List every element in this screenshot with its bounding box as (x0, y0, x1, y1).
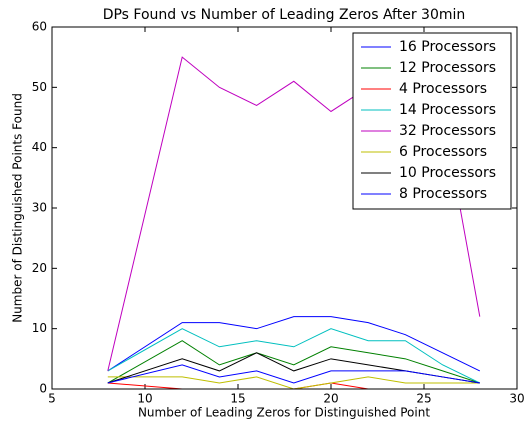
legend-box (352, 32, 512, 210)
y-tick-label: 10 (32, 321, 47, 335)
y-axis-label: Number of Distinguished Points Found (11, 93, 25, 323)
series-line (107, 328, 481, 384)
x-axis-label: Number of Leading Zeros for Distinguishe… (138, 406, 430, 420)
legend-label: 10 Processors (399, 165, 496, 181)
legend-label: 32 Processors (399, 123, 496, 139)
y-tick-label: 30 (32, 201, 47, 215)
series-line (107, 316, 481, 372)
legend-label: 6 Processors (399, 144, 487, 160)
x-tick-label: 25 (416, 392, 431, 406)
x-tick-label: 5 (48, 392, 56, 406)
y-tick-label: 40 (32, 140, 47, 154)
legend-label: 16 Processors (399, 39, 496, 55)
y-tick-label: 50 (32, 80, 47, 94)
x-tick-label: 30 (509, 392, 524, 406)
series-line (107, 376, 480, 390)
legend-label: 14 Processors (399, 102, 496, 118)
legend-label: 4 Processors (399, 81, 487, 97)
y-tick-label: 60 (32, 20, 47, 34)
series-line (107, 364, 480, 384)
series-line (107, 340, 480, 384)
x-tick-label: 10 (137, 392, 152, 406)
chart-title: DPs Found vs Number of Leading Zeros Aft… (103, 7, 466, 23)
y-tick-label: 0 (39, 382, 47, 396)
legend-label: 12 Processors (399, 60, 496, 76)
legend-label: 8 Processors (399, 186, 487, 202)
plot-frame (51, 26, 518, 390)
x-tick-label: 20 (323, 392, 338, 406)
y-tick-label: 20 (32, 261, 47, 275)
x-tick-label: 15 (230, 392, 245, 406)
legend: 16 Processors 12 Processors 4 Processors 14… (352, 32, 512, 210)
series-line (107, 352, 480, 384)
